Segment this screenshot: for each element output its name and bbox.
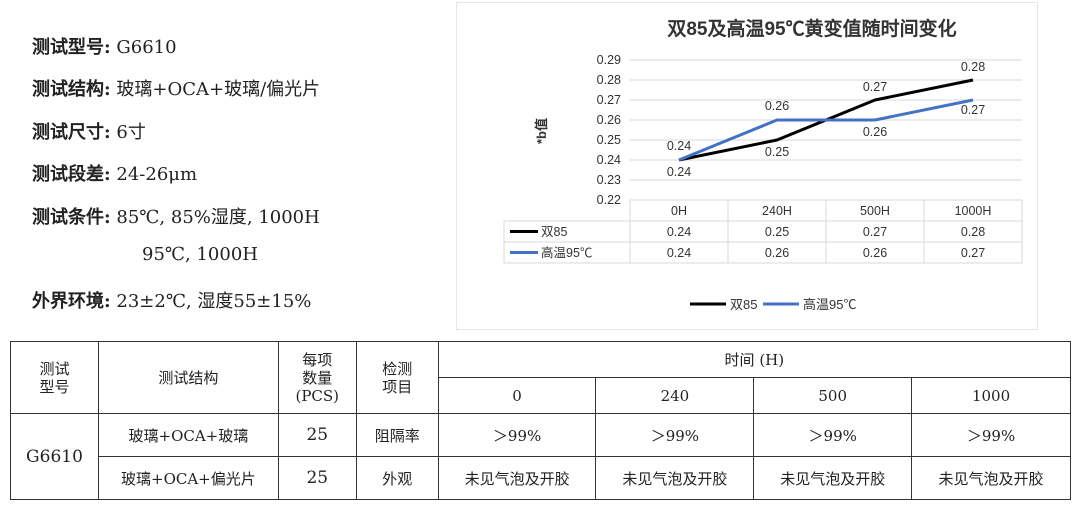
data-label: 0.24 — [667, 165, 691, 179]
cell-item: 阻隔率 — [355, 413, 439, 457]
data-label: 0.27 — [961, 103, 985, 117]
chart-data-table: 0H 240H 500H 1000H 双85 0.24 0.25 0.27 0.28 高温95℃ 0… — [503, 199, 1023, 264]
spec-key: 测试条件: — [32, 207, 111, 228]
legend-label-1: 高温95℃ — [803, 297, 856, 312]
y-tick-label: 0.23 — [597, 173, 621, 187]
spec-value: 85℃, 85%湿度, 1000H — [116, 207, 320, 228]
table-value: 0.26 — [863, 246, 887, 260]
cell-value: ＞99% — [911, 413, 1071, 457]
spec-key: 测试尺寸: — [32, 122, 111, 143]
table-series-name: 高温95℃ — [541, 245, 592, 260]
cell-value: ＞99% — [595, 413, 755, 457]
spec-value: 23±2℃, 湿度55±15% — [116, 291, 312, 312]
x-tick-label: 240H — [762, 204, 792, 218]
series-lines — [678, 78, 974, 162]
cell-qty: 25 — [277, 456, 357, 500]
header-item: 检测项目 — [355, 341, 439, 414]
table-row: 玻璃+OCA+偏光片 25 外观 未见气泡及开胶 未见气泡及开胶 未见气泡及开胶… — [11, 456, 1071, 500]
cell-qty: 25 — [277, 413, 357, 457]
y-tick-label: 0.27 — [597, 93, 621, 107]
cell-value: ＞99% — [753, 413, 913, 457]
spec-size: 测试尺寸: 6寸 — [32, 118, 146, 144]
cell-model: G6610 — [10, 413, 99, 500]
table-value: 0.26 — [765, 246, 789, 260]
y-tick-label: 0.28 — [597, 73, 621, 87]
data-label: 0.26 — [863, 125, 887, 139]
spec-key: 测试型号: — [32, 37, 111, 58]
chart-panel: 双85及高温95℃黄变值随时间变化 *b值 0.22 0.23 0.24 0.25 0.… — [456, 2, 1038, 330]
cell-item: 外观 — [355, 456, 439, 500]
header-time-240: 240 — [595, 377, 755, 414]
y-tick-label: 0.26 — [597, 113, 621, 127]
spec-value: G6610 — [116, 37, 177, 58]
y-tick-label: 0.29 — [597, 53, 621, 67]
spec-environment: 外界环境: 23±2℃, 湿度55±15% — [32, 287, 311, 313]
results-table: 测试型号 测试结构 每项数量(PCS) 检测项目 时间 (H) 0 240 50… — [10, 341, 1072, 500]
chart-title: 双85及高温95℃黄变值随时间变化 — [667, 17, 956, 40]
spec-value: 95℃, 1000H — [142, 244, 258, 265]
spec-key: 外界环境: — [32, 291, 111, 312]
cell-value: 未见气泡及开胶 — [911, 456, 1071, 500]
y-tick-label: 0.25 — [597, 133, 621, 147]
cell-value: 未见气泡及开胶 — [595, 456, 755, 500]
header-model: 测试型号 — [10, 341, 99, 414]
y-tick-label: 0.24 — [597, 153, 621, 167]
y-tick-labels: 0.22 0.23 0.24 0.25 0.26 0.27 0.28 0.29 — [597, 53, 621, 207]
line-chart: 双85及高温95℃黄变值随时间变化 *b值 0.220.230.240.250.… — [503, 17, 1023, 312]
header-qty: 每项数量(PCS) — [277, 341, 357, 414]
header-time-500: 500 — [753, 377, 913, 414]
x-tick-label: 1000H — [955, 204, 992, 218]
table-value: 0.24 — [667, 225, 691, 239]
table-value: 0.28 — [961, 225, 985, 239]
header-time-1000: 1000 — [911, 377, 1071, 414]
spec-structure: 测试结构: 玻璃+OCA+玻璃/偏光片 — [32, 75, 320, 101]
series-line-1 — [678, 98, 974, 162]
spec-value: 6寸 — [116, 122, 146, 143]
cell-structure: 玻璃+OCA+偏光片 — [97, 456, 279, 500]
data-label: 0.25 — [765, 145, 789, 159]
cell-value: 未见气泡及开胶 — [753, 456, 913, 500]
spec-value: 玻璃+OCA+玻璃/偏光片 — [116, 79, 321, 100]
cell-value: 未见气泡及开胶 — [437, 456, 597, 500]
x-tick-label: 0H — [671, 204, 687, 218]
spec-step: 测试段差: 24-26μm — [32, 160, 197, 186]
table-value: 0.27 — [863, 225, 887, 239]
spec-condition-2: 95℃, 1000H — [142, 244, 258, 265]
data-label: 0.26 — [765, 99, 789, 113]
cell-value: ＞99% — [437, 413, 597, 457]
spec-condition: 测试条件: 85℃, 85%湿度, 1000H — [32, 203, 320, 229]
table-value: 0.25 — [765, 225, 789, 239]
spec-model: 测试型号: G6610 — [32, 33, 177, 59]
x-tick-label: 500H — [860, 204, 890, 218]
data-label: 0.24 — [667, 139, 691, 153]
data-label: 0.28 — [961, 60, 985, 74]
spec-key: 测试结构: — [32, 79, 111, 100]
table-row: G6610 玻璃+OCA+玻璃 25 阻隔率 ＞99% ＞99% ＞99% ＞9… — [10, 413, 1071, 500]
legend-label-0: 双85 — [730, 297, 757, 312]
table-value: 0.27 — [961, 246, 985, 260]
data-label: 0.27 — [863, 80, 887, 94]
y-tick-label: 0.22 — [597, 193, 621, 207]
spec-value: 24-26μm — [116, 164, 198, 185]
data-labels: 0.24 0.25 0.27 0.28 0.24 0.26 0.26 0.27 — [667, 60, 985, 179]
chart-legend: 双85 高温95℃ — [690, 297, 856, 312]
y-axis-label: *b值 — [534, 118, 549, 144]
header-time: 时间 (H) — [437, 341, 1072, 378]
table-series-name: 双85 — [541, 225, 567, 239]
spec-key: 测试段差: — [32, 164, 111, 185]
header-time-0: 0 — [437, 377, 597, 414]
cell-structure: 玻璃+OCA+玻璃 — [97, 413, 279, 457]
header-structure: 测试结构 — [97, 341, 279, 414]
table-value: 0.24 — [667, 246, 691, 260]
